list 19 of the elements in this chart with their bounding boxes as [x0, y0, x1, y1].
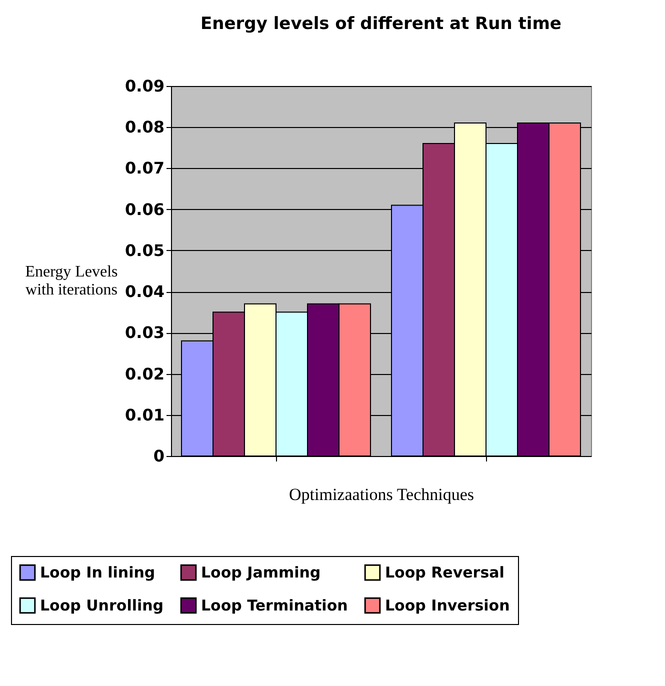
y-tick-label: 0.01 [125, 405, 164, 424]
y-axis-title: Energy Levels with iterations [25, 264, 118, 298]
x-axis-title: Optimizaations Techniques [289, 485, 474, 504]
y-tick-label: 0 [153, 446, 164, 466]
legend-label: Loop Unrolling [40, 596, 164, 614]
y-tick-label: 0.07 [125, 158, 164, 178]
y-tick-label: 0.09 [125, 76, 164, 96]
chart-title: Energy levels of different at Run time [200, 14, 562, 34]
legend-label: Loop Inversion [385, 596, 510, 614]
y-tick-label: 0.08 [125, 118, 164, 137]
y-tick-label: 0.05 [125, 240, 164, 260]
legend-label: Loop Reversal [385, 564, 504, 582]
legend-label: Loop In lining [40, 564, 156, 582]
y-tick-label: 0.02 [125, 364, 164, 384]
legend-label: Loop Termination [201, 596, 348, 614]
y-tick-label: 0.06 [125, 200, 164, 219]
y-tick-label: 0.04 [125, 282, 164, 302]
y-tick-label: 0.03 [125, 323, 164, 342]
legend-label: Loop Jamming [201, 564, 321, 582]
